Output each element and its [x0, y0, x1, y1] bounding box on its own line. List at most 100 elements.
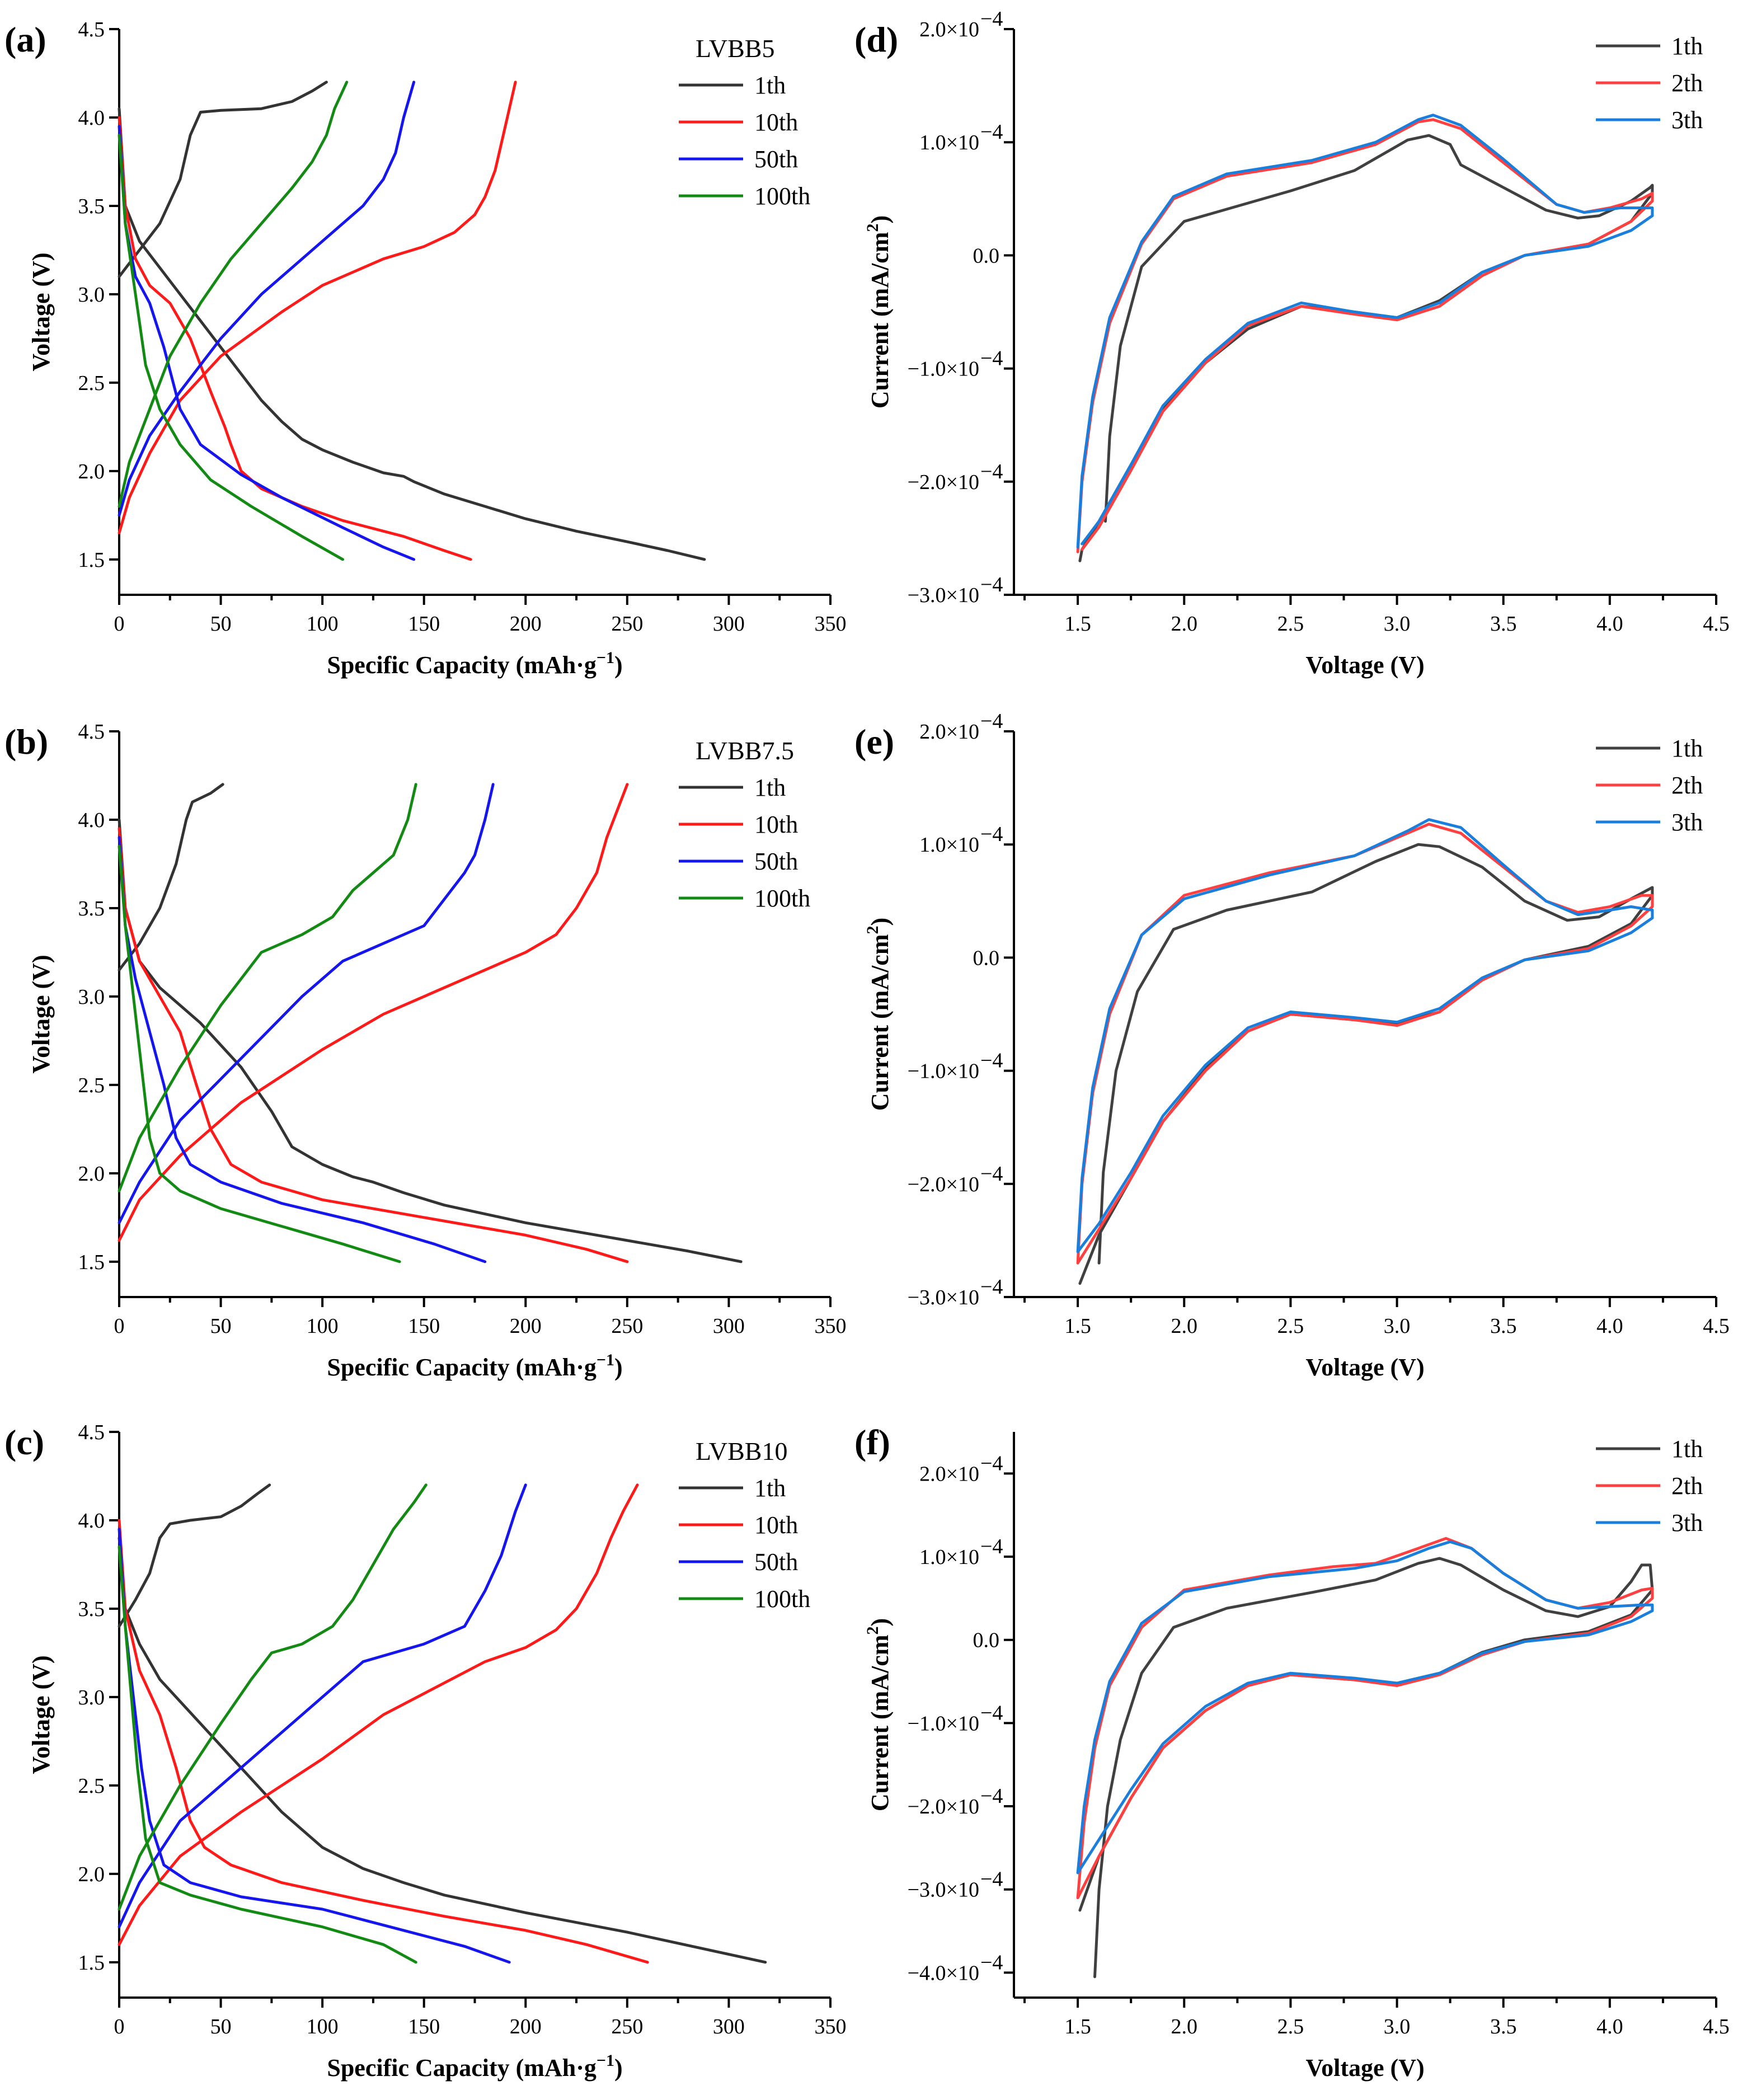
y-tick-exponent: −4: [980, 1275, 1003, 1299]
x-tick-label: 4.0: [1596, 612, 1623, 636]
y-tick-label: 4.5: [78, 1421, 105, 1444]
x-tick-label: 200: [510, 2015, 542, 2038]
y-tick-exponent: −4: [980, 1049, 1003, 1073]
x-axis-title: Specific Capacity (mAh·g−1): [327, 2051, 622, 2082]
x-tick-label: 150: [408, 612, 440, 636]
legend-label-3th: 3th: [1671, 809, 1703, 836]
panel-label: (f): [854, 1422, 890, 1462]
plot-area: [118, 783, 743, 1263]
x-tick-label: 2.5: [1277, 1314, 1304, 1338]
series-line-100th-charge: [118, 783, 417, 1192]
y-tick-label: −4.0×10: [908, 1961, 979, 1985]
y-tick-exponent: −4: [980, 710, 1003, 733]
y-tick-label: 4.5: [78, 18, 105, 41]
y-axis-title: Voltage (V): [27, 955, 55, 1073]
legend-label-50th: 50th: [754, 1548, 798, 1576]
legend-label-10th: 10th: [754, 811, 798, 838]
y-tick-exponent: −4: [980, 1451, 1003, 1475]
sample-label: LVBB7.5: [696, 736, 794, 765]
series-line-1th: [1078, 134, 1654, 562]
x-tick-label: 100: [307, 612, 339, 636]
y-tick-label: −3.0×10: [908, 1878, 979, 1902]
x-tick-label: 100: [307, 1314, 339, 1338]
y-tick-label: 0.0: [973, 244, 1000, 267]
y-tick-label: 4.0: [78, 809, 105, 832]
legend-label-1th: 1th: [754, 72, 786, 99]
legend: LVBB5 1th 10th 50th 100th: [679, 34, 810, 210]
panel-label: (a): [4, 20, 46, 59]
y-tick-label: 2.0×10: [919, 1462, 979, 1486]
legend-label-2th: 2th: [1671, 69, 1703, 97]
y-tick-exponent: −4: [980, 1162, 1003, 1186]
series-line-50th-charge: [118, 81, 416, 517]
y-tick-label: 1.5: [78, 1251, 105, 1274]
x-tick-label: 3.5: [1490, 1314, 1517, 1338]
x-tick-label: 200: [510, 612, 542, 636]
series-line-2th: [1076, 1537, 1654, 1900]
y-axis-title: Current (mA/cm2): [863, 1618, 894, 1811]
legend-label-2th: 2th: [1671, 772, 1703, 799]
x-tick-label: 300: [713, 2015, 745, 2038]
y-tick-label: 1.0×10: [919, 1545, 979, 1569]
legend-label-50th: 50th: [754, 848, 798, 875]
series-line-50th-discharge: [118, 836, 487, 1263]
y-tick-label: 0.0: [973, 1629, 1000, 1652]
x-tick-label: 2.0: [1171, 612, 1197, 636]
series-line-10th-charge: [118, 81, 517, 534]
panel-label: (e): [854, 722, 894, 762]
y-tick-label: 4.0: [78, 106, 105, 130]
x-tick-label: 100: [307, 2015, 339, 2038]
x-tick-label: 3.0: [1384, 2015, 1411, 2038]
legend-label-100th: 100th: [754, 1585, 810, 1613]
series-line-2th: [1076, 823, 1654, 1265]
series-line-3th: [1076, 1540, 1654, 1875]
legend: 1th 2th 3th: [1596, 735, 1703, 836]
legend-label-1th: 1th: [1671, 1435, 1703, 1463]
panel-e: 1.5 2.0 2.5 3.0 3.5 4.0 4.5−3.0×10 −4−2.0×10 −4−…: [854, 710, 1730, 1381]
series-line-10th-discharge: [118, 827, 629, 1263]
series-line-2th: [1076, 118, 1654, 553]
x-tick-label: 250: [611, 2015, 643, 2038]
x-tick-label: 3.0: [1384, 1314, 1411, 1338]
y-tick-label: −1.0×10: [908, 1712, 979, 1735]
x-tick-label: 150: [408, 2015, 440, 2038]
x-tick-label: 3.0: [1384, 612, 1411, 636]
y-tick-label: −1.0×10: [908, 358, 979, 381]
legend-label-50th: 50th: [754, 145, 798, 173]
x-tick-label: 0: [114, 1314, 125, 1338]
y-tick-label: 4.5: [78, 720, 105, 744]
panel-label: (d): [854, 20, 898, 59]
x-tick-label: 150: [408, 1314, 440, 1338]
x-axis-title: Specific Capacity (mAh·g−1): [327, 649, 622, 679]
y-tick-exponent: −4: [980, 460, 1003, 483]
x-tick-label: 350: [815, 612, 847, 636]
legend-label-10th: 10th: [754, 109, 798, 136]
series-line-1th-charge: [118, 81, 328, 278]
series-line-100th-discharge: [118, 134, 344, 561]
series-line-100th-charge: [118, 81, 349, 508]
y-tick-exponent: −4: [980, 1535, 1003, 1558]
y-tick-label: 1.5: [78, 1951, 105, 1975]
y-tick-exponent: −4: [980, 823, 1003, 846]
y-tick-label: 1.0×10: [919, 131, 979, 154]
y-tick-exponent: −4: [980, 120, 1003, 144]
series-line-50th-discharge: [118, 1528, 511, 1964]
x-tick-label: 3.5: [1490, 2015, 1517, 2038]
x-tick-label: 2.5: [1277, 2015, 1304, 2038]
series-line-10th-discharge: [118, 1519, 649, 1964]
y-tick-label: 2.0: [78, 1863, 105, 1886]
x-tick-label: 50: [210, 1314, 232, 1338]
series-line-1th-charge: [118, 783, 224, 971]
y-tick-label: 2.5: [78, 372, 105, 395]
series-line-100th-discharge: [118, 844, 401, 1263]
legend: LVBB10 1th 10th 50th 100th: [679, 1437, 810, 1613]
panel-b: 0 50 100 150 200 250 300 350 1.5 2.0 2.5 3.0 3.5 4.0 4…: [4, 720, 847, 1381]
legend: 1th 2th 3th: [1596, 32, 1703, 134]
y-tick-label: 3.0: [78, 985, 105, 1009]
x-axis-title: Voltage (V): [1305, 2054, 1424, 2082]
x-tick-label: 1.5: [1064, 612, 1091, 636]
series-line-100th-discharge: [118, 1545, 417, 1964]
y-tick-exponent: −4: [980, 1701, 1003, 1725]
plot-area: [118, 81, 706, 561]
